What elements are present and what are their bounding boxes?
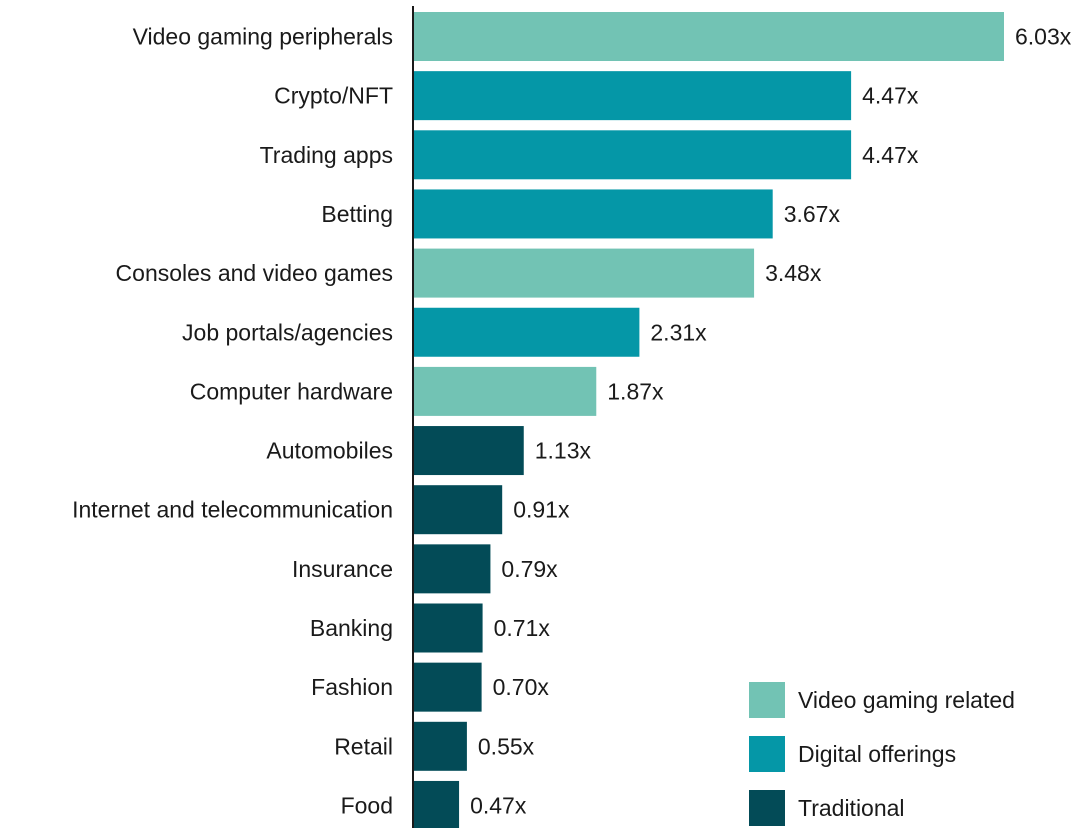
value-label: 4.47x	[862, 83, 919, 109]
legend-swatch-traditional	[749, 790, 785, 826]
bar-video-gaming-peripherals	[413, 12, 1004, 61]
value-label: 4.47x	[862, 142, 919, 168]
category-label: Computer hardware	[190, 378, 393, 404]
bar-betting	[413, 189, 773, 239]
category-label: Job portals/agencies	[182, 319, 393, 345]
legend-swatch-digital-offerings	[749, 736, 785, 772]
value-label: 0.91x	[513, 497, 570, 523]
bar-consoles-and-video-games	[413, 248, 755, 298]
category-label: Insurance	[292, 556, 393, 582]
legend-swatch-video-gaming-related	[749, 682, 785, 718]
legend-label: Traditional	[798, 795, 905, 821]
value-label: 0.70x	[493, 674, 550, 700]
bar-trading-apps	[413, 130, 852, 180]
legend-label: Digital offerings	[798, 741, 956, 767]
value-label: 1.13x	[535, 438, 592, 464]
value-label: 3.67x	[784, 201, 841, 227]
bar-job-portals-agencies	[413, 307, 640, 357]
category-label: Internet and telecommunication	[72, 497, 393, 523]
value-label: 6.03x	[1015, 24, 1072, 50]
bar-crypto-nft	[413, 71, 852, 121]
value-label: 0.71x	[494, 615, 551, 641]
bar-internet-and-telecommunication	[413, 485, 503, 535]
category-label: Crypto/NFT	[274, 83, 393, 109]
bar-fashion	[413, 662, 482, 712]
value-label: 0.55x	[478, 733, 535, 759]
category-label: Video gaming peripherals	[133, 24, 393, 50]
category-label: Fashion	[311, 674, 393, 700]
value-label: 2.31x	[650, 319, 707, 345]
value-label: 3.48x	[765, 260, 822, 286]
category-label: Consoles and video games	[116, 260, 393, 286]
labels-layer: Video gaming peripherals 6.03x Crypto/NFT 4…	[72, 24, 1072, 819]
value-label: 0.47x	[470, 792, 527, 818]
value-label: 0.79x	[501, 556, 558, 582]
bar-food	[413, 780, 460, 828]
category-label: Food	[341, 792, 393, 818]
category-label: Banking	[310, 615, 393, 641]
bar-banking	[413, 603, 483, 653]
legend: Video gaming related Digital offerings Tra…	[749, 682, 1015, 826]
bar-insurance	[413, 544, 491, 594]
category-label: Automobiles	[266, 438, 393, 464]
bars-layer	[413, 12, 1004, 828]
bar-retail	[413, 721, 467, 771]
category-label: Retail	[334, 733, 393, 759]
category-label: Trading apps	[260, 142, 393, 168]
value-label: 1.87x	[607, 378, 664, 404]
bar-automobiles	[413, 426, 524, 476]
bar-computer-hardware	[413, 366, 597, 416]
category-label: Betting	[321, 201, 393, 227]
legend-label: Video gaming related	[798, 687, 1015, 713]
